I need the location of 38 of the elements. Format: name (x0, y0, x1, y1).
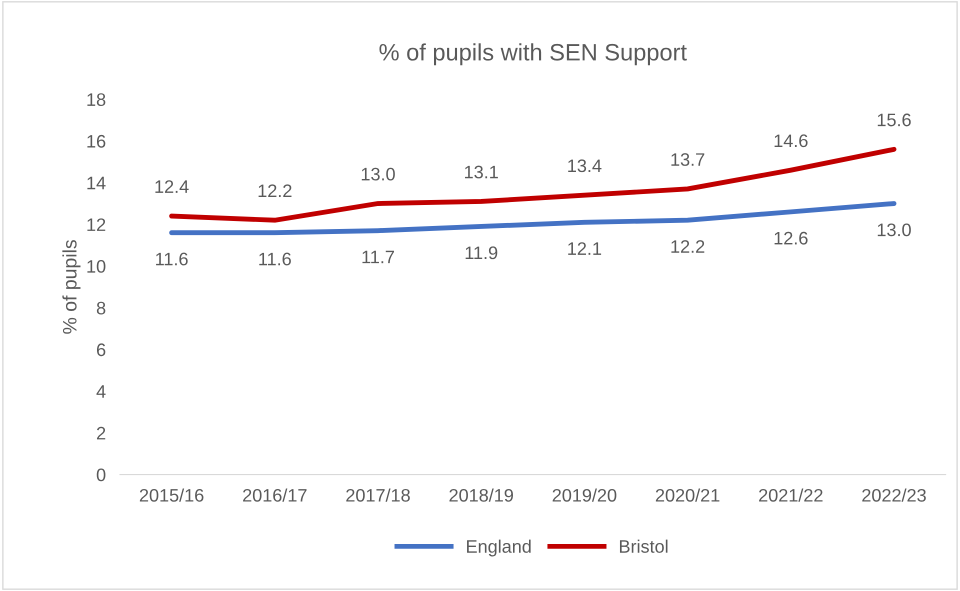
data-label: 11.7 (362, 250, 394, 264)
y-tick-label: 2 (96, 426, 106, 440)
data-label: 12.4 (155, 180, 189, 193)
y-tick-label: 0 (96, 468, 106, 482)
data-label: 12.2 (671, 240, 704, 253)
y-tick-label: 16 (87, 134, 106, 148)
x-tick-label: 2016/17 (243, 488, 307, 502)
y-tick-label: 12 (87, 218, 106, 231)
y-tick-label: 14 (87, 176, 106, 190)
legend-label: Bristol (620, 540, 668, 553)
data-label: 13.7 (671, 153, 704, 166)
y-tick-label: 4 (96, 385, 106, 398)
y-tick-label: 18 (87, 93, 106, 106)
data-label: 13.1 (465, 166, 498, 178)
x-tick-label: 2015/16 (140, 488, 204, 502)
x-tick-label: 2017/18 (346, 488, 410, 502)
x-tick-label: 2022/23 (862, 488, 926, 502)
x-tick-label: 2020/21 (656, 488, 720, 502)
x-tick-label: 2019/20 (552, 488, 616, 502)
data-label: 14.6 (774, 134, 808, 148)
data-label: 13.0 (362, 168, 395, 181)
data-label: 15.6 (878, 114, 911, 126)
data-label: 12.2 (258, 184, 292, 198)
data-label: 11.6 (156, 252, 188, 266)
data-label: 13.0 (878, 223, 911, 236)
data-label: 12.6 (774, 232, 808, 245)
y-axis-title: % of pupils (62, 240, 80, 334)
legend-label: England (467, 540, 531, 556)
data-label: 13.4 (568, 159, 602, 172)
x-tick-label: 2021/22 (759, 488, 823, 502)
data-label: 11.9 (466, 246, 498, 260)
data-label: 11.6 (259, 252, 291, 266)
data-label: 12.1 (568, 242, 602, 255)
chart-title: % of pupils with SEN Support (379, 43, 687, 66)
y-tick-label: 10 (87, 260, 106, 273)
y-tick-label: 6 (96, 343, 106, 356)
x-tick-label: 2018/19 (449, 488, 513, 502)
y-tick-label: 8 (96, 302, 106, 314)
